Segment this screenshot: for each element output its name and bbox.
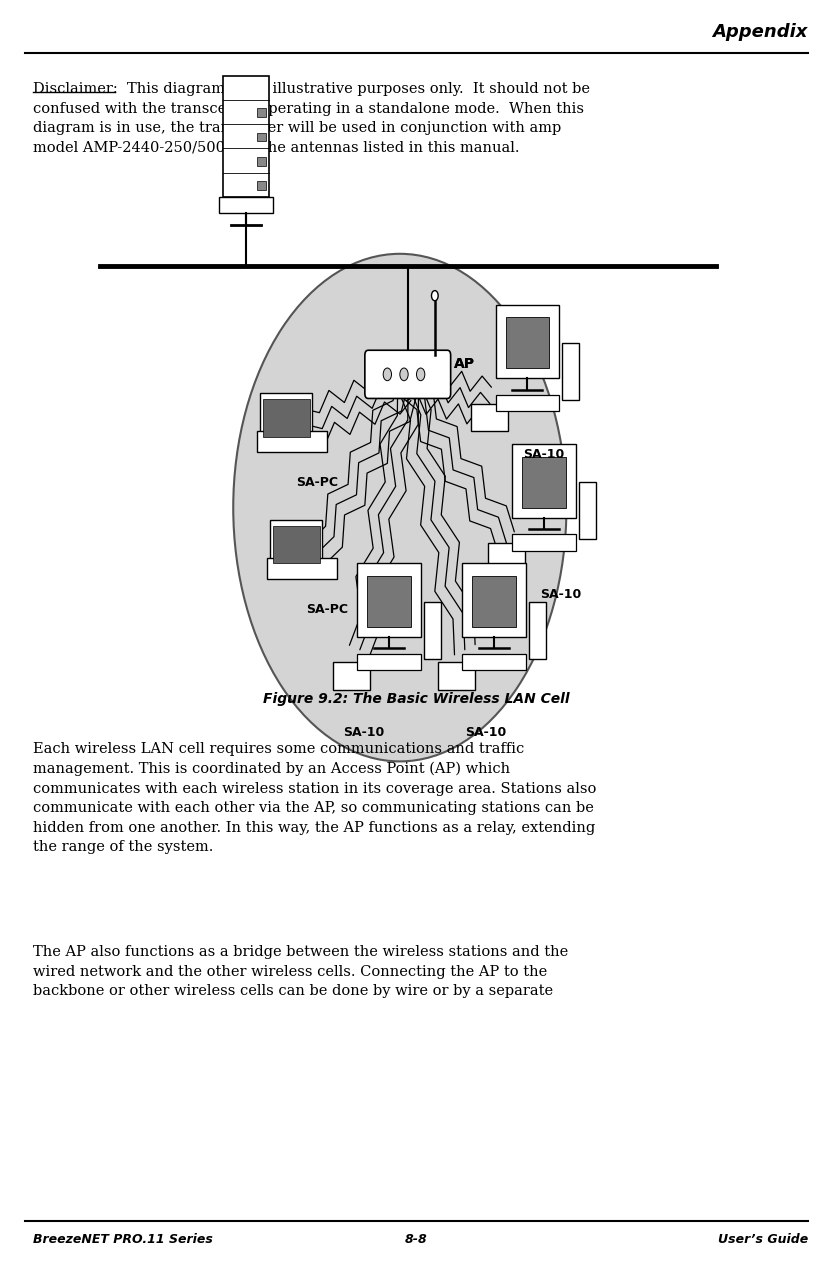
FancyBboxPatch shape	[424, 602, 441, 659]
FancyBboxPatch shape	[496, 395, 559, 411]
Circle shape	[431, 291, 438, 301]
FancyBboxPatch shape	[522, 457, 566, 508]
Text: User’s Guide: User’s Guide	[718, 1233, 808, 1246]
FancyBboxPatch shape	[257, 132, 267, 141]
Text: Appendix: Appendix	[713, 23, 808, 41]
Text: Disclaimer:  This diagram is for illustrative purposes only.  It should not be
c: Disclaimer: This diagram is for illustra…	[33, 82, 591, 155]
Text: SA-10: SA-10	[343, 726, 385, 739]
Text: SA-PC: SA-PC	[296, 476, 337, 489]
FancyBboxPatch shape	[222, 76, 268, 197]
FancyBboxPatch shape	[367, 576, 411, 627]
FancyBboxPatch shape	[357, 563, 421, 637]
FancyBboxPatch shape	[257, 157, 267, 166]
FancyBboxPatch shape	[270, 519, 322, 569]
FancyBboxPatch shape	[512, 444, 576, 518]
FancyBboxPatch shape	[333, 662, 370, 690]
FancyBboxPatch shape	[357, 654, 421, 670]
Text: SA-10: SA-10	[523, 448, 565, 461]
FancyBboxPatch shape	[438, 662, 475, 690]
FancyBboxPatch shape	[579, 482, 596, 539]
FancyBboxPatch shape	[472, 576, 516, 627]
FancyBboxPatch shape	[273, 525, 320, 563]
FancyBboxPatch shape	[260, 392, 312, 442]
FancyBboxPatch shape	[365, 350, 451, 398]
FancyBboxPatch shape	[462, 654, 526, 670]
Circle shape	[233, 254, 566, 761]
Circle shape	[400, 368, 408, 381]
Circle shape	[383, 368, 392, 381]
FancyBboxPatch shape	[218, 197, 272, 213]
FancyBboxPatch shape	[257, 109, 267, 118]
FancyBboxPatch shape	[512, 534, 576, 551]
FancyBboxPatch shape	[257, 181, 267, 190]
FancyBboxPatch shape	[496, 305, 559, 378]
FancyBboxPatch shape	[462, 563, 526, 637]
Text: SA-10: SA-10	[540, 588, 581, 600]
FancyBboxPatch shape	[506, 317, 549, 368]
Text: AP: AP	[454, 357, 475, 372]
Circle shape	[416, 368, 425, 381]
Text: Figure 9.2: The Basic Wireless LAN Cell: Figure 9.2: The Basic Wireless LAN Cell	[263, 692, 570, 706]
FancyBboxPatch shape	[562, 343, 579, 400]
Text: AP: AP	[454, 357, 475, 372]
FancyBboxPatch shape	[488, 543, 525, 571]
FancyBboxPatch shape	[257, 431, 327, 452]
FancyBboxPatch shape	[529, 602, 546, 659]
FancyBboxPatch shape	[267, 558, 337, 579]
FancyBboxPatch shape	[263, 398, 310, 437]
Text: SA-PC: SA-PC	[306, 603, 347, 615]
Text: 8-8: 8-8	[405, 1233, 428, 1246]
Text: Each wireless LAN cell requires some communications and traffic
management. This: Each wireless LAN cell requires some com…	[33, 742, 596, 854]
Text: SA-10: SA-10	[465, 726, 506, 739]
FancyBboxPatch shape	[471, 404, 508, 431]
Text: The AP also functions as a bridge between the wireless stations and the
wired ne: The AP also functions as a bridge betwee…	[33, 945, 569, 999]
Text: BreezeNET PRO.11 Series: BreezeNET PRO.11 Series	[33, 1233, 213, 1246]
